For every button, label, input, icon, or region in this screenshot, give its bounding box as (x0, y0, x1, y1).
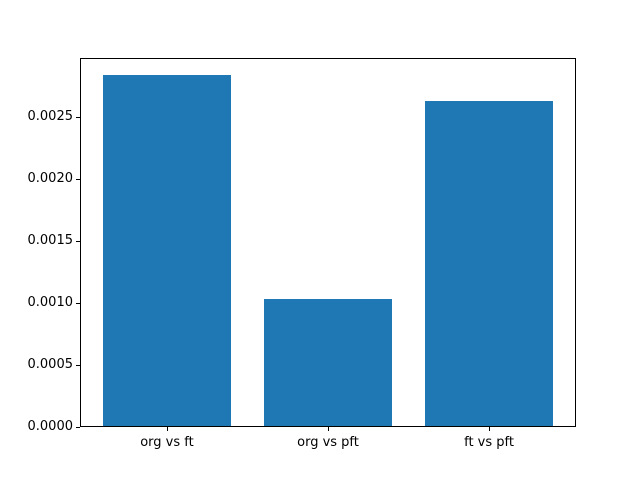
x-tick-label: org vs ft (140, 435, 194, 451)
y-tick-label: 0.0000 (27, 419, 74, 435)
y-tick-label: 0.0015 (27, 233, 74, 249)
y-tick-label: 0.0020 (27, 170, 74, 186)
y-tick-label: 0.0010 (27, 295, 74, 311)
y-tick-mark (76, 178, 80, 180)
y-tick-mark (76, 303, 80, 305)
x-tick-mark (489, 427, 491, 432)
y-tick-label: 0.0025 (27, 108, 74, 124)
bar-org-vs-ft (102, 74, 232, 427)
bar-ft-vs-pft (424, 100, 554, 427)
y-tick-mark (76, 365, 80, 367)
x-tick-mark (328, 427, 329, 432)
y-tick-mark (76, 116, 80, 118)
x-tick-label: ft vs pft (464, 435, 514, 451)
x-tick-label: org vs pft (297, 435, 359, 451)
x-tick-mark (166, 427, 168, 432)
y-tick-mark (76, 427, 80, 429)
bar-org-vs-pft (263, 299, 393, 427)
y-tick-label: 0.0005 (27, 357, 74, 373)
y-tick-mark (76, 241, 80, 243)
